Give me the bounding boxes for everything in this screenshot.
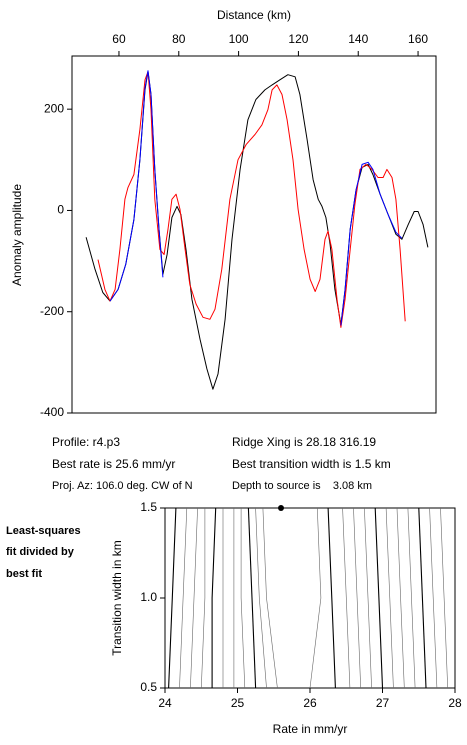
y-tick-label: 1.5 [140,500,157,514]
y-tick-label: 0 [57,203,64,217]
y-tick-label: 0.5 [140,680,157,694]
contour-line [327,507,336,689]
panel-label: Least-squares [6,525,81,537]
contour-line [240,508,246,689]
contour-line [440,507,448,689]
x-tick-label: 28 [448,696,462,710]
y-tick-label: -200 [40,304,64,318]
panel-label: best fit [6,568,42,580]
y-axis-label: Anomaly amplitude [10,184,24,286]
contour-line [168,507,177,689]
contour-line [396,507,405,689]
plot-frame [71,55,437,414]
data-line [109,70,403,326]
contour-line [309,507,322,689]
contour-line [429,507,438,689]
best-fit-point [278,505,284,511]
x-axis-label: Rate in mm/yr [273,722,348,736]
x-tick-label: 120 [288,32,308,46]
contour-line [179,507,188,689]
y-tick-label: 1.0 [140,590,157,604]
contour-line [262,507,278,689]
contour-line [364,507,372,689]
info-text: Proj. Az: 106.0 deg. CW of N [52,480,193,492]
x-tick-label: 160 [408,32,428,46]
y-tick-label: -400 [40,405,64,419]
x-tick-label: 24 [158,696,172,710]
contour-line [418,507,427,689]
panel-label: fit divided by [6,546,75,558]
contour-line [201,508,206,689]
contour-line [342,507,351,689]
contour-line [353,507,361,689]
info-text: Best rate is 25.6 mm/yr [52,457,175,471]
x-tick-label: 27 [376,696,390,710]
x-tick-label: 100 [229,32,249,46]
info-text: Profile: r4.p3 [52,435,120,449]
y-tick-label: 200 [44,101,64,115]
contour-line [255,507,267,689]
contour-line [374,507,384,689]
y-axis-label: Transition width in km [110,540,124,656]
contour-line [407,507,416,689]
x-tick-label: 80 [172,32,186,46]
contour-line [385,507,394,689]
contour-line [211,507,217,688]
x-tick-label: 140 [348,32,368,46]
x-tick-label: 60 [112,32,126,46]
info-text: Best transition width is 1.5 km [232,457,391,471]
x-tick-label: 25 [231,696,245,710]
contour-line [190,507,198,689]
info-text: Depth to source is 3.08 km [232,480,372,492]
info-text: Ridge Xing is 28.18 316.19 [232,435,376,449]
x-axis-label: Distance (km) [217,8,291,22]
x-tick-label: 26 [303,696,317,710]
contour-line [247,507,257,689]
